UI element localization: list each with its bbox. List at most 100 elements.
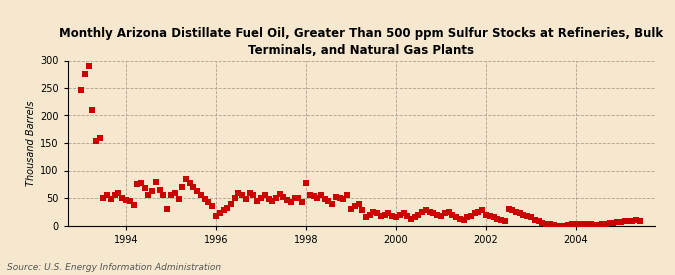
Point — [304, 192, 315, 197]
Point — [627, 218, 638, 223]
Point — [267, 199, 277, 204]
Point — [485, 213, 495, 218]
Point — [342, 193, 352, 197]
Point — [604, 221, 615, 226]
Point — [458, 218, 469, 222]
Point — [466, 213, 477, 218]
Point — [274, 191, 285, 196]
Point — [286, 200, 296, 204]
Point — [128, 203, 139, 207]
Point — [248, 193, 259, 197]
Point — [495, 218, 506, 222]
Point — [593, 223, 604, 227]
Point — [563, 223, 574, 227]
Point — [616, 219, 626, 224]
Point — [237, 193, 248, 197]
Point — [630, 218, 641, 222]
Point — [188, 185, 199, 189]
Point — [477, 208, 487, 212]
Point — [529, 218, 540, 222]
Point — [147, 189, 158, 194]
Point — [95, 135, 105, 140]
Point — [300, 180, 311, 185]
Point — [608, 221, 619, 225]
Point — [379, 212, 390, 217]
Point — [454, 217, 465, 221]
Point — [353, 201, 364, 206]
Point — [451, 215, 462, 219]
Point — [544, 222, 555, 227]
Point — [233, 190, 244, 195]
Point — [215, 211, 225, 216]
Point — [105, 197, 116, 201]
Point — [597, 222, 608, 227]
Point — [184, 180, 195, 185]
Point — [211, 213, 221, 218]
Point — [570, 222, 581, 227]
Point — [136, 180, 146, 185]
Point — [207, 204, 217, 208]
Point — [90, 139, 101, 144]
Point — [522, 213, 533, 218]
Point — [346, 207, 356, 211]
Point — [350, 204, 360, 208]
Point — [327, 201, 338, 206]
Point — [240, 197, 251, 201]
Text: Source: U.S. Energy Information Administration: Source: U.S. Energy Information Administ… — [7, 263, 221, 272]
Point — [620, 219, 630, 223]
Point — [443, 210, 454, 214]
Point — [192, 189, 202, 194]
Point — [102, 192, 113, 197]
Point — [155, 188, 165, 192]
Point — [473, 210, 484, 214]
Point — [173, 197, 184, 201]
Point — [158, 193, 169, 197]
Point — [578, 222, 589, 226]
Point — [589, 223, 600, 227]
Point — [601, 222, 612, 226]
Point — [439, 211, 450, 216]
Point — [425, 210, 435, 214]
Point — [500, 219, 510, 223]
Point — [375, 213, 386, 218]
Point — [357, 208, 368, 212]
Point — [98, 196, 109, 200]
Point — [560, 223, 570, 228]
Point — [398, 211, 409, 216]
Point — [481, 212, 491, 217]
Point — [293, 196, 304, 200]
Point — [368, 210, 379, 214]
Point — [391, 215, 402, 219]
Point — [109, 193, 120, 197]
Point — [503, 207, 514, 211]
Point — [574, 222, 585, 226]
Point — [117, 196, 128, 200]
Point — [514, 211, 525, 216]
Point — [360, 215, 371, 219]
Point — [113, 190, 124, 195]
Point — [80, 72, 90, 76]
Point — [290, 196, 300, 200]
Point — [623, 219, 634, 223]
Point — [537, 221, 547, 225]
Point — [282, 198, 293, 202]
Point — [462, 215, 472, 219]
Point — [218, 208, 229, 212]
Point — [244, 190, 255, 195]
Point — [428, 211, 439, 216]
Point — [230, 196, 240, 200]
Point — [87, 108, 98, 112]
Point — [151, 179, 161, 184]
Point — [556, 223, 566, 228]
Point — [586, 222, 597, 227]
Point — [177, 185, 188, 189]
Point — [432, 212, 443, 217]
Point — [406, 217, 416, 221]
Point — [76, 88, 86, 92]
Title: Monthly Arizona Distillate Fuel Oil, Greater Than 500 ppm Sulfur Stocks at Refin: Monthly Arizona Distillate Fuel Oil, Gre… — [59, 27, 663, 57]
Point — [518, 212, 529, 217]
Point — [259, 193, 270, 197]
Point — [132, 182, 142, 186]
Point — [225, 201, 236, 206]
Point — [256, 196, 267, 200]
